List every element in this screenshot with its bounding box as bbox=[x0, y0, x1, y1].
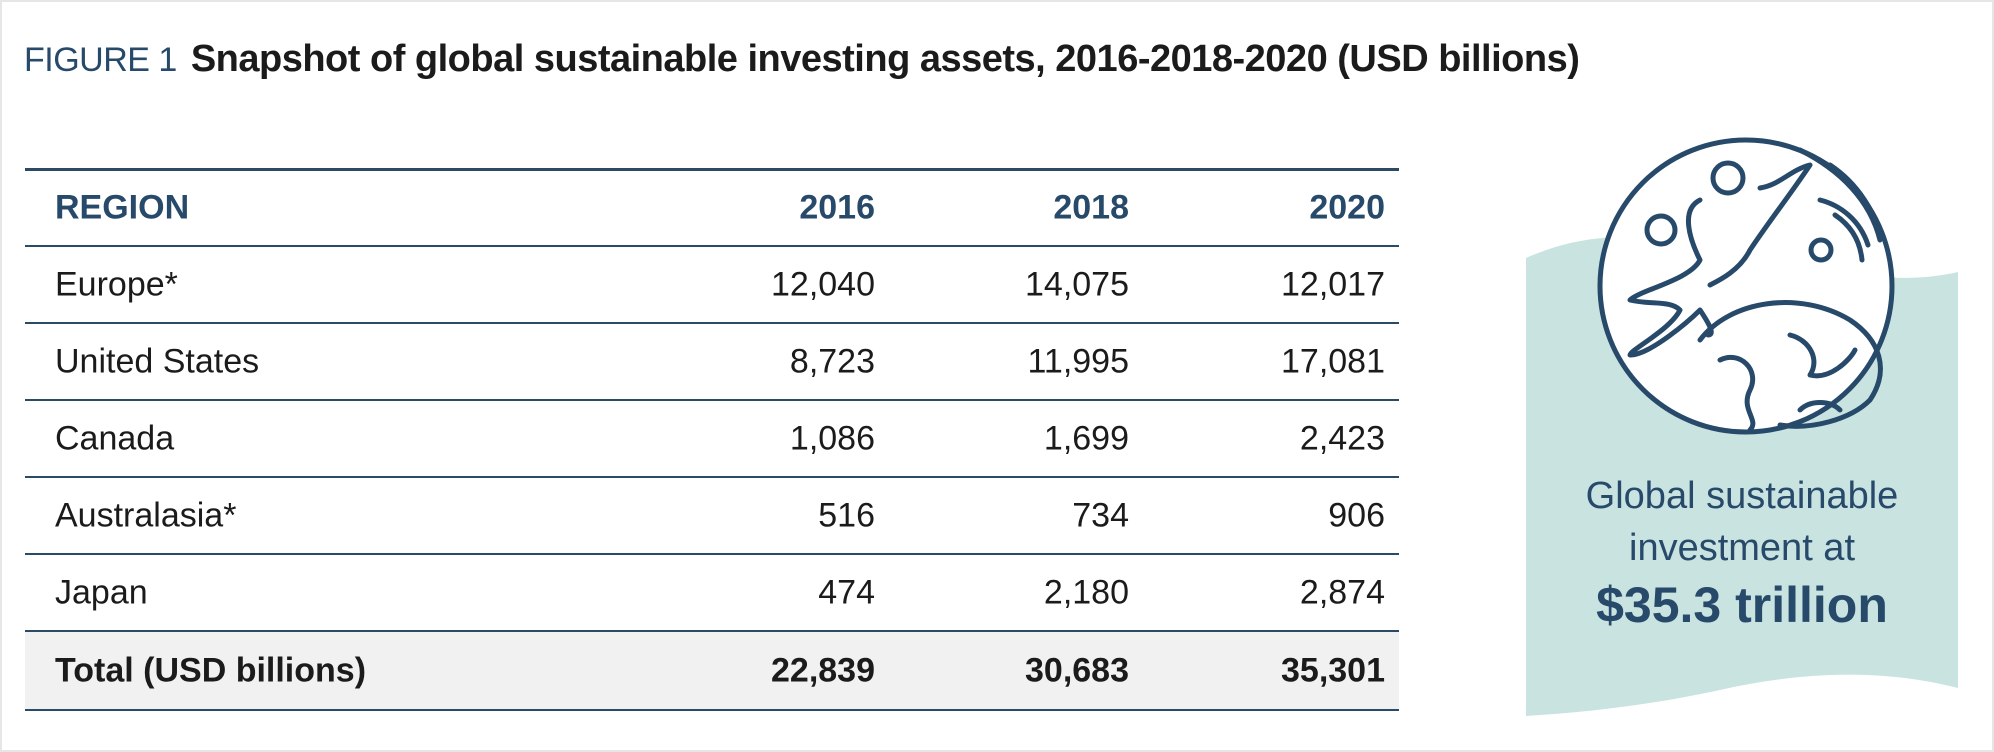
table-cell: 17,081 bbox=[1281, 342, 1385, 380]
table-row: Japan 474 2,180 2,874 bbox=[25, 555, 1399, 632]
table-cell: Australasia* bbox=[55, 496, 237, 534]
table-cell: 2016 bbox=[799, 188, 875, 227]
table-cell: 2,180 bbox=[1043, 573, 1129, 611]
table-cell: 12,040 bbox=[771, 265, 875, 303]
table-cell: 474 bbox=[818, 573, 875, 611]
table-cell: 2,423 bbox=[1299, 419, 1385, 457]
table-cell: 2020 bbox=[1309, 188, 1385, 227]
head: REGION 2016 2018 2020 bbox=[25, 168, 1399, 247]
table-cell: 35,301 bbox=[1281, 651, 1385, 689]
table-cell: 30,683 bbox=[1025, 651, 1129, 689]
table-cell: United States bbox=[55, 342, 260, 380]
table-cell: Total (USD billions) bbox=[55, 651, 367, 689]
callout-highlight: $35.3 trillion bbox=[1596, 577, 1888, 633]
table-row: United States 8,723 11,995 17,081 bbox=[25, 324, 1399, 401]
table-cell: Europe* bbox=[55, 265, 178, 303]
figure-label: FIGURE 1 bbox=[24, 41, 177, 79]
table-cell: 906 bbox=[1328, 496, 1385, 534]
table-cell: 2,874 bbox=[1299, 573, 1385, 611]
globe-icon bbox=[1597, 137, 1895, 435]
total: Total (USD billions) 22,839 30,683 35,301 bbox=[25, 632, 1399, 711]
figure-title: FIGURE 1 Snapshot of global sustainable i… bbox=[24, 38, 1580, 81]
table-cell: 516 bbox=[818, 496, 875, 534]
table-cell: Japan bbox=[55, 573, 148, 611]
table-row: Australasia* 516 734 906 bbox=[25, 478, 1399, 555]
table-cell: 14,075 bbox=[1025, 265, 1129, 303]
table-cell: 1,699 bbox=[1043, 419, 1129, 457]
table-cell: 12,017 bbox=[1281, 265, 1385, 303]
table-cell: 8,723 bbox=[789, 342, 875, 380]
table-cell: 734 bbox=[1072, 496, 1129, 534]
table-cell: 11,995 bbox=[1027, 342, 1129, 380]
figure-title-text: Snapshot of global sustainable investing… bbox=[190, 38, 1580, 80]
callout-text: Global sustainable investment at bbox=[1585, 475, 1899, 569]
table-cell: REGION bbox=[55, 188, 190, 227]
table-cell: 22,839 bbox=[771, 651, 875, 689]
table-cell: 1,086 bbox=[789, 419, 875, 457]
table: REGION 2016 2018 2020 Europe* 12,040 14,075 12,… bbox=[25, 168, 1399, 711]
table-cell: 2018 bbox=[1053, 188, 1129, 227]
table-cell: Canada bbox=[55, 419, 175, 457]
table-row: Canada 1,086 1,699 2,423 bbox=[25, 401, 1399, 478]
table-row: Europe* 12,040 14,075 12,017 bbox=[25, 247, 1399, 324]
